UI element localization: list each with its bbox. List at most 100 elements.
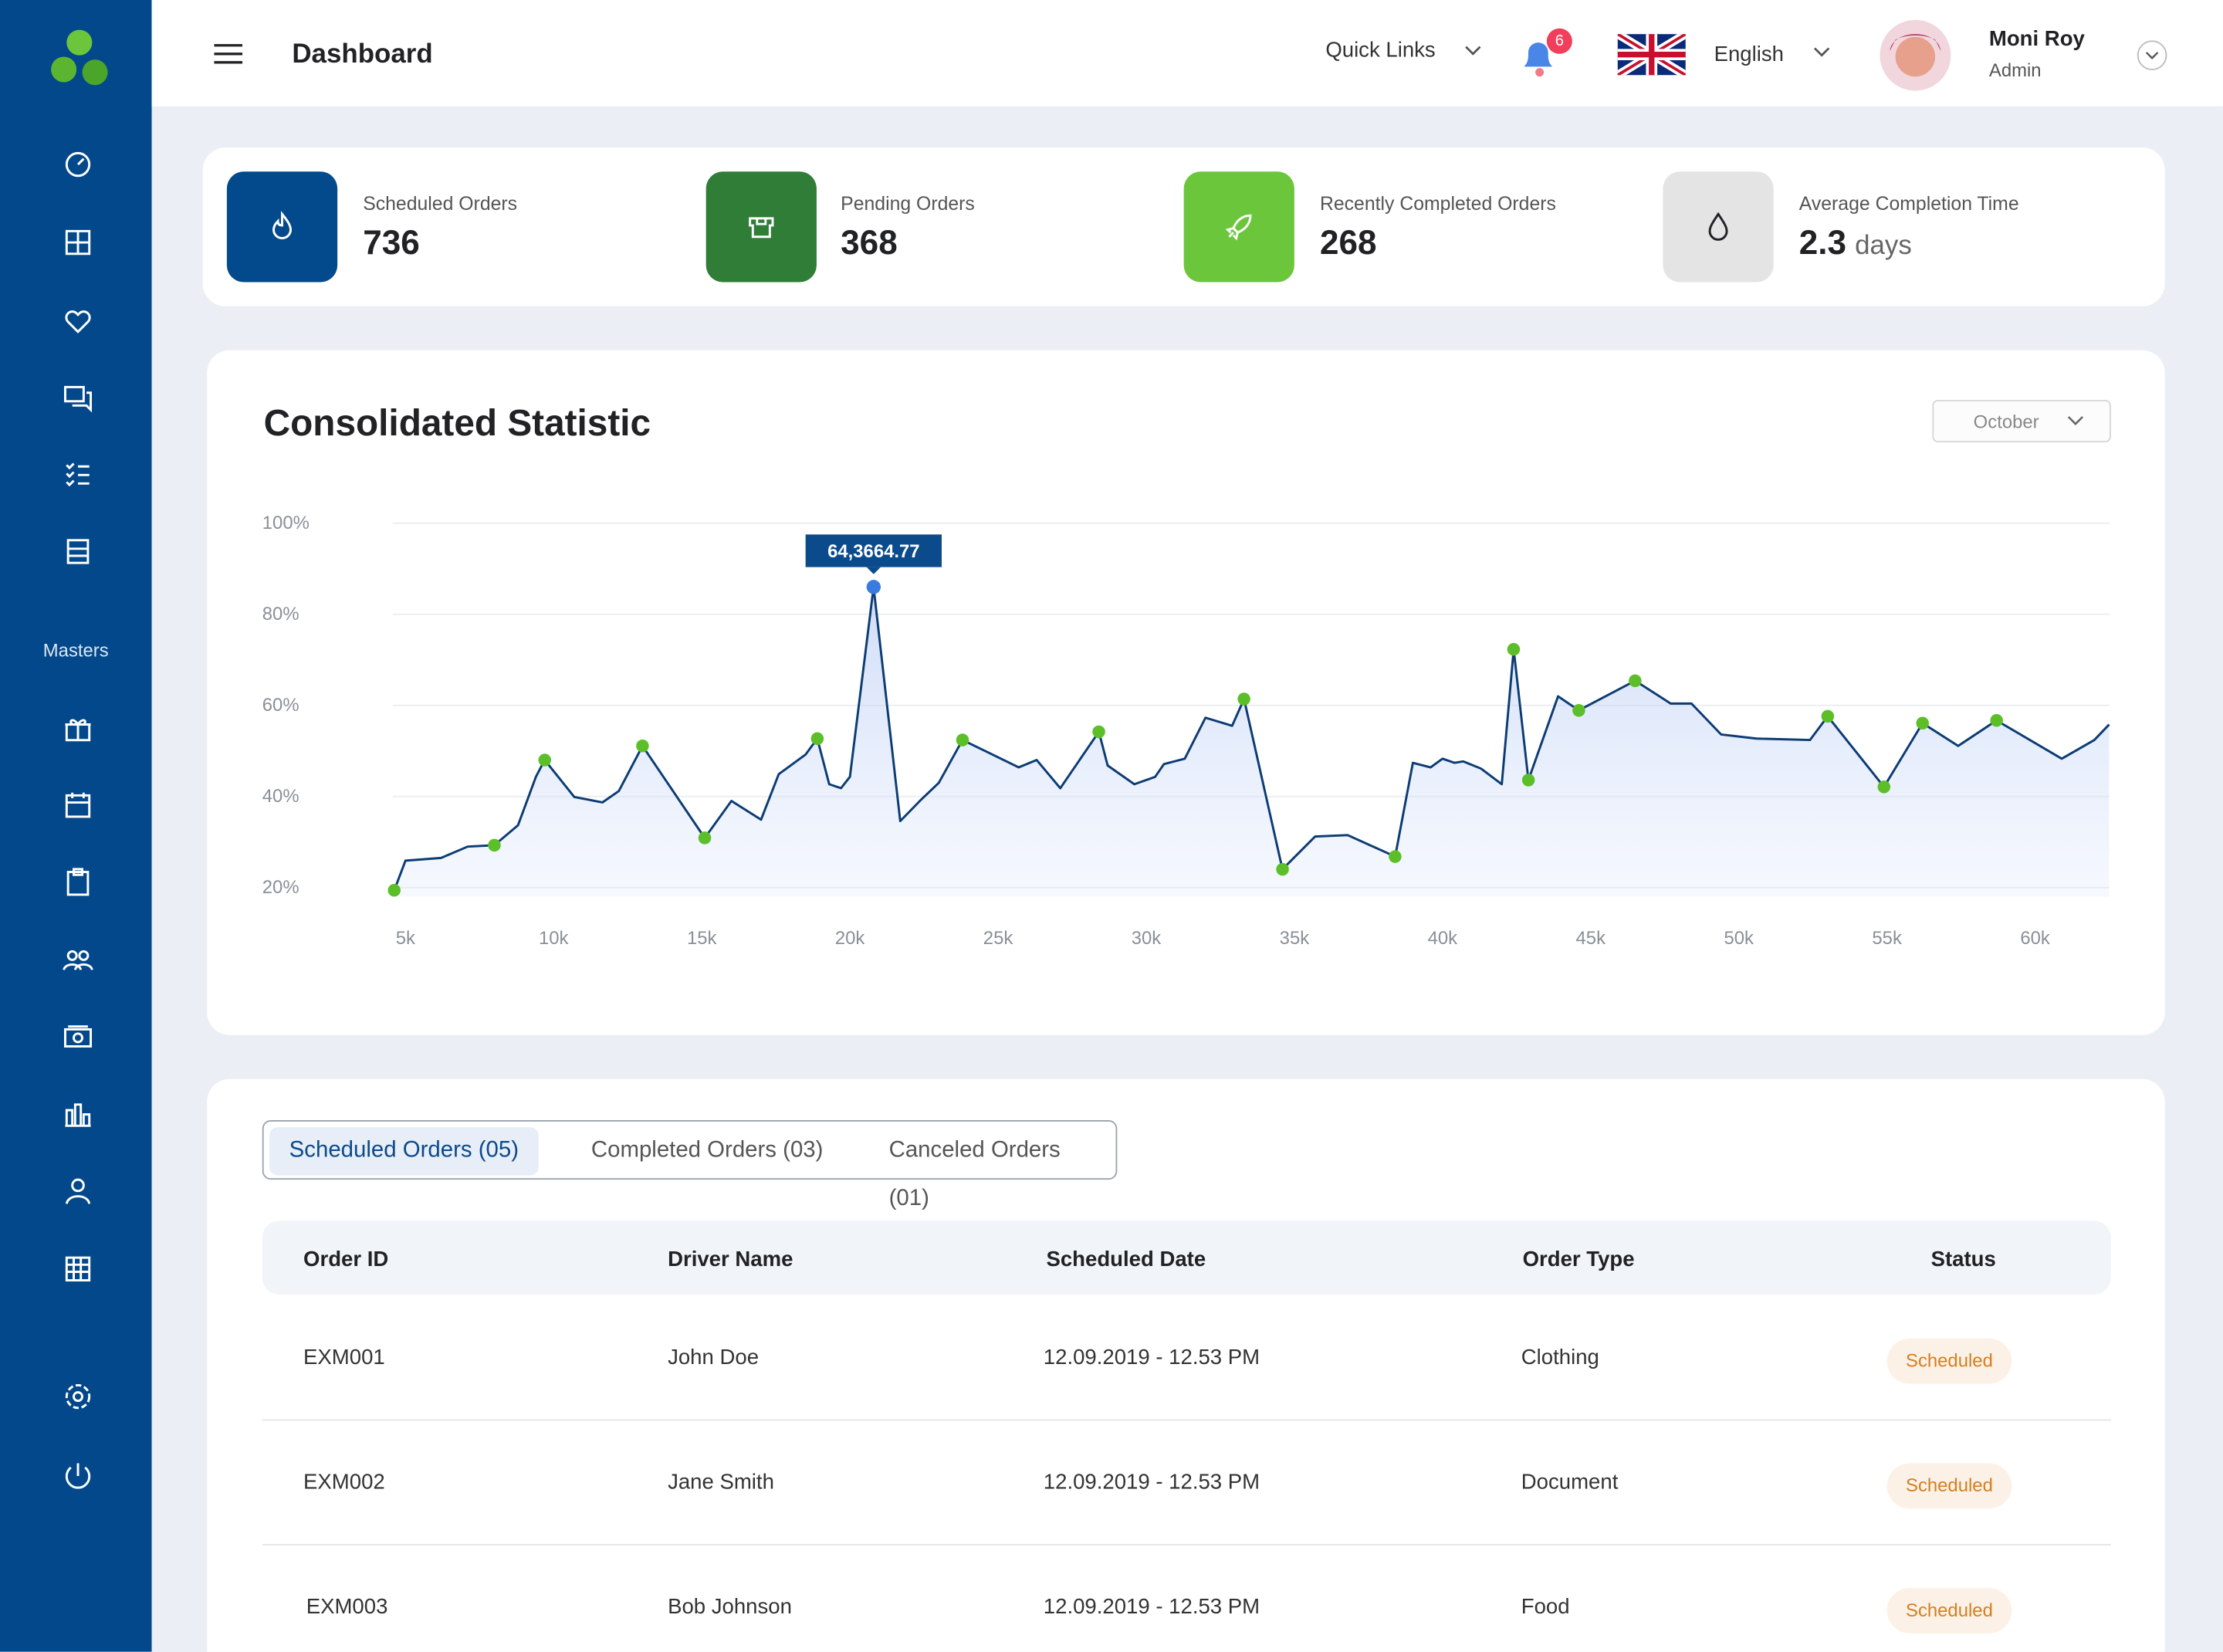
nav-user[interactable] bbox=[61, 1174, 95, 1208]
nav-dashboard[interactable] bbox=[61, 147, 95, 181]
point bbox=[1990, 713, 2003, 727]
column-header: Scheduled Date bbox=[1046, 1247, 1206, 1272]
x-tick-label: 30k bbox=[1132, 928, 1162, 949]
point bbox=[636, 739, 649, 753]
avatar bbox=[1880, 19, 1951, 91]
nav-settings[interactable] bbox=[61, 1379, 95, 1413]
sidebar: Masters bbox=[0, 0, 152, 1652]
point bbox=[1237, 692, 1250, 706]
x-tick-label: 55k bbox=[1872, 928, 1902, 949]
nav-gift[interactable] bbox=[61, 712, 95, 746]
table-cell: Food bbox=[1521, 1595, 1570, 1620]
table-cell: 12.09.2019 - 12.53 PM bbox=[1043, 1470, 1260, 1495]
table-cell: Document bbox=[1521, 1470, 1619, 1495]
point bbox=[1389, 850, 1402, 863]
point bbox=[538, 753, 551, 767]
nav-calendar[interactable] bbox=[61, 788, 95, 822]
stat-value: 268 bbox=[1319, 224, 1377, 262]
nav-grid[interactable] bbox=[61, 225, 95, 259]
notification-bell[interactable] bbox=[1520, 36, 1568, 78]
language[interactable]: English bbox=[1714, 42, 1784, 67]
chart: Consolidated Statistic 20% 40% 60% 80% 100% 5… bbox=[262, 403, 2110, 949]
point bbox=[1507, 642, 1521, 656]
nav-payments[interactable] bbox=[61, 1020, 95, 1054]
point bbox=[698, 831, 712, 845]
notification-count: 6 bbox=[1546, 28, 1572, 54]
tab[interactable]: Canceled Orders (01) bbox=[888, 1138, 1061, 1211]
table-header: Order ID Driver Name Scheduled Date Orde… bbox=[262, 1220, 2111, 1295]
profile-menu[interactable] bbox=[2137, 39, 2167, 70]
point bbox=[1821, 709, 1835, 723]
stat-label: Scheduled Orders bbox=[363, 192, 518, 215]
stats-card: Scheduled Orders 736 Pending Orders 368 … bbox=[202, 147, 2165, 306]
nav-clipboard[interactable] bbox=[61, 865, 95, 899]
flag bbox=[1617, 34, 1686, 76]
x-tick-label: 60k bbox=[2020, 928, 2050, 949]
chart-card: October bbox=[207, 350, 2165, 1035]
y-tick-label: 60% bbox=[262, 695, 299, 716]
table-cell: Bob Johnson bbox=[668, 1595, 792, 1620]
status-badge: Scheduled bbox=[1886, 1588, 2012, 1633]
stat-value: 736 bbox=[363, 224, 420, 262]
x-tick-label: 20k bbox=[835, 928, 865, 949]
x-tick-label: 40k bbox=[1428, 928, 1458, 949]
stat-number: 2.3 bbox=[1798, 224, 1847, 262]
tooltip-box bbox=[805, 534, 942, 567]
stat-icon bbox=[1183, 171, 1294, 283]
nav-reports[interactable] bbox=[61, 1098, 95, 1132]
point bbox=[1276, 862, 1289, 876]
menu-button[interactable] bbox=[214, 42, 243, 65]
stat-icon bbox=[705, 171, 817, 283]
y-tick-label: 100% bbox=[262, 513, 310, 533]
stat-label: Pending Orders bbox=[841, 192, 975, 215]
point bbox=[1092, 725, 1105, 739]
stat-value: 368 bbox=[841, 224, 898, 262]
logo bbox=[51, 29, 108, 86]
y-tick-label: 40% bbox=[262, 786, 299, 807]
stat-unit: days bbox=[1855, 231, 1912, 261]
chart-title: Consolidated Statistic bbox=[264, 403, 651, 444]
nav-team[interactable] bbox=[61, 943, 95, 977]
quick-links[interactable]: Quick Links bbox=[1325, 38, 1436, 63]
point bbox=[1916, 716, 1929, 730]
point bbox=[810, 732, 824, 746]
point bbox=[1572, 703, 1585, 717]
area bbox=[394, 587, 2110, 897]
x-tick-label: 35k bbox=[1280, 928, 1310, 949]
month-dropdown[interactable]: October bbox=[1932, 399, 2111, 443]
status-badge: Scheduled bbox=[1886, 1338, 2012, 1384]
point bbox=[956, 733, 969, 746]
header: Dashboard Quick Links 6 English Moni Roy… bbox=[151, 0, 2223, 107]
line bbox=[393, 585, 2110, 891]
point bbox=[488, 838, 501, 852]
month-selected: October bbox=[1973, 411, 2039, 433]
tab[interactable]: Completed Orders (03) bbox=[590, 1138, 824, 1163]
point bbox=[1877, 780, 1891, 794]
section-label: Masters bbox=[42, 639, 109, 661]
nav-table[interactable] bbox=[61, 1252, 95, 1286]
stat-icon bbox=[1663, 171, 1774, 283]
nav-messages[interactable] bbox=[61, 380, 95, 414]
column-header: Order ID bbox=[303, 1247, 389, 1272]
y-tick-label: 20% bbox=[262, 877, 299, 898]
tab-active[interactable]: Scheduled Orders (05) bbox=[269, 1127, 539, 1176]
tooltip-pointer bbox=[866, 567, 881, 574]
nav-favorites[interactable] bbox=[61, 303, 95, 337]
x-tick-label: 25k bbox=[983, 928, 1013, 949]
table-cell: EXM003 bbox=[306, 1595, 388, 1620]
nav-tasks[interactable] bbox=[61, 456, 95, 490]
point bbox=[1629, 674, 1642, 688]
status-badge: Scheduled bbox=[1886, 1463, 2012, 1509]
nav-list[interactable] bbox=[61, 534, 95, 568]
stat-label: Average Completion Time bbox=[1798, 192, 2019, 215]
nav-logout[interactable] bbox=[61, 1459, 95, 1493]
chevron bbox=[1814, 47, 1830, 57]
row-divider bbox=[262, 1544, 2111, 1546]
stat-icon bbox=[226, 171, 338, 283]
table-cell: EXM002 bbox=[303, 1470, 385, 1495]
chevron bbox=[1465, 46, 1481, 56]
orders-card: Scheduled Orders (05) Completed Orders (… bbox=[207, 1078, 2165, 1652]
x-tick-label: 15k bbox=[687, 928, 717, 949]
user-role: Admin bbox=[1988, 59, 2042, 81]
